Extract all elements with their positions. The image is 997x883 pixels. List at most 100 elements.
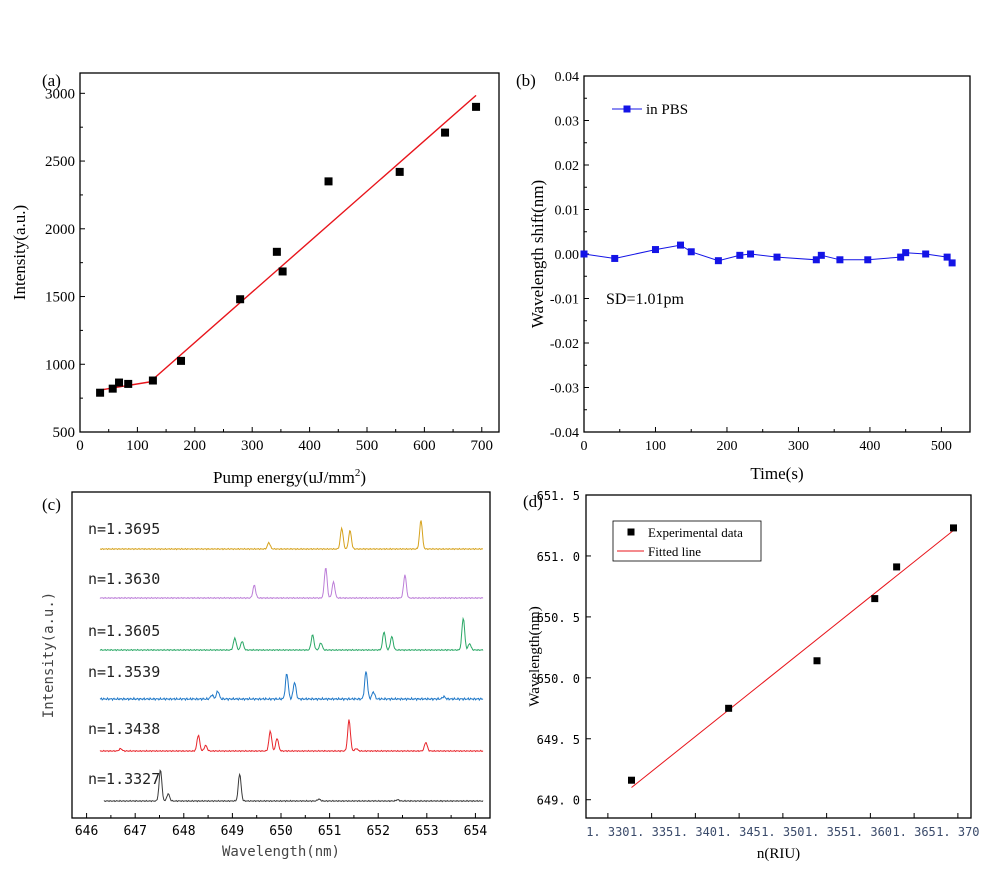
panel-a-data-point <box>115 378 124 387</box>
panel-b-ytick-label: -0.04 <box>550 426 579 441</box>
panel-b-data-point <box>611 254 619 262</box>
panel-c-series-label: n=1.3605 <box>88 622 160 640</box>
panel-b-data-point <box>651 246 659 254</box>
panel-c-ylabel: Intensity(a.u.) <box>41 592 57 718</box>
panel-d-ytick-label: 651. 5 <box>537 489 580 503</box>
panel-d-xtick-label: 1. 340 <box>674 825 717 839</box>
panel-b-annotation: SD=1.01pm <box>606 291 684 308</box>
panel-a-data-point <box>148 376 157 385</box>
panel-a-data-point <box>395 167 404 176</box>
panel-d-ytick-label: 651. 0 <box>537 550 580 564</box>
panel-a-xlabel: Pump energy(uJ/mm2) <box>213 467 366 487</box>
panel-d-xtick-label: 1. 330 <box>586 825 629 839</box>
panel-c-spectrum-5 <box>99 719 484 753</box>
panel-d-xtick-label: 1. 350 <box>761 825 804 839</box>
panel-d-ytick-label: 650. 0 <box>537 672 580 686</box>
panel-c-xtick-label: 651 <box>318 824 341 839</box>
panel-b-data-point <box>943 253 951 261</box>
panel-a-data-point <box>177 356 186 365</box>
panel-c-xtick-label: 646 <box>75 824 98 839</box>
panel-b-data-point <box>580 250 588 258</box>
panel-d-ytick-label: 650. 5 <box>537 611 580 625</box>
panel-b-xlabel: Time(s) <box>750 464 803 483</box>
panel-c-xtick-label: 653 <box>415 824 438 839</box>
panel-b-data-point <box>677 241 684 249</box>
panel-c-series-label: n=1.3539 <box>88 663 160 681</box>
panel-d-legend-box <box>612 520 762 562</box>
panel-a-xtick-label: 600 <box>413 438 436 454</box>
panel-b-ytick-label: -0.02 <box>550 337 579 352</box>
panel-d-xtick-label: 1. 370 <box>936 825 979 839</box>
panel-c-xtick-label: 647 <box>123 824 146 839</box>
panel-a-data-point <box>96 388 105 397</box>
panel-c-spectrum-4 <box>99 671 484 702</box>
panel-c-spectrum-1 <box>99 520 483 551</box>
panel-b-ytick-label: 0.04 <box>555 70 580 85</box>
panel-a-ylabel: Intensity(a.u.) <box>10 205 29 300</box>
panel-c-series-label: n=1.3327 <box>88 770 160 788</box>
panel-c-spectrum-2 <box>99 568 484 600</box>
panel-b-ytick-label: 0.03 <box>555 115 580 130</box>
panel-a-xtick-label: 100 <box>126 438 149 454</box>
panel-b-xtick-label: 300 <box>788 439 809 454</box>
panel-a-data-point <box>236 295 245 304</box>
panel-a-ytick-label: 1000 <box>45 357 75 373</box>
panel-b-xtick-label: 400 <box>859 439 880 454</box>
panel-b-data-point <box>773 253 781 261</box>
panel-c-xtick-label: 652 <box>366 824 389 839</box>
panel-b-data-point <box>812 256 820 264</box>
panel-a-ytick-label: 2500 <box>45 154 75 170</box>
panel-b-series-line <box>583 244 953 264</box>
panel-d-data-point <box>893 563 901 571</box>
panel-d-legend-label-data: Experimental data <box>648 525 743 540</box>
panel-b-data-point <box>922 250 930 258</box>
panel-a-xtick-label: 300 <box>241 438 264 454</box>
panel-c-xlabel: Wavelength(nm) <box>222 844 340 860</box>
panel-b-xtick-label: 500 <box>931 439 952 454</box>
panel-a-xlabel-sup: 2 <box>355 467 361 479</box>
panel-b-ylabel: Wavelength shift(nm) <box>528 180 547 328</box>
panel-a-data-point <box>472 102 481 111</box>
panel-a-xtick-label: 400 <box>298 438 321 454</box>
panel-b-ytick-label: 0.00 <box>555 248 580 263</box>
panel-b-ytick-label: 0.01 <box>555 204 580 219</box>
panel-b-data-point <box>836 256 844 264</box>
panel-b-data-point <box>948 259 956 267</box>
panel-d-legend-marker <box>627 528 635 536</box>
panel-d-label: (d) <box>523 492 543 511</box>
panel-b-xtick-label: 200 <box>716 439 737 454</box>
panel-d-legend-label-fit: Fitted line <box>648 544 701 559</box>
panel-c-xtick-label: 650 <box>269 824 292 839</box>
panel-a-fit-line <box>149 94 477 383</box>
panel-a-data-point <box>124 379 133 388</box>
panel-d-fit-line <box>631 529 954 788</box>
panel-a-xtick-label: 700 <box>471 438 494 454</box>
panel-b-xtick-label: 100 <box>645 439 666 454</box>
panel-d-xlabel: n(RIU) <box>757 846 800 862</box>
panel-b-data-point <box>714 257 722 265</box>
panel-a-xtick-label: 500 <box>356 438 379 454</box>
panel-a-data-point <box>278 267 287 276</box>
panel-b-ytick-label: 0.02 <box>555 159 580 174</box>
panel-d-data-point <box>628 776 635 784</box>
panel-d-ytick-label: 649. 5 <box>537 733 580 747</box>
panel-d-data-point <box>950 524 957 532</box>
panel-a-data-point <box>108 384 117 393</box>
panel-d-data-point <box>871 595 879 603</box>
panel-c-label: (c) <box>42 495 61 514</box>
panel-a-xtick-label: 200 <box>184 438 207 454</box>
panel-a-ytick-label: 3000 <box>45 86 75 102</box>
panel-b-label: (b) <box>516 71 536 90</box>
panel-c-xtick-label: 648 <box>172 824 195 839</box>
panel-a-data-point <box>324 177 333 186</box>
panel-d-data-point <box>725 704 733 712</box>
panel-d-xtick-label: 1. 355 <box>805 825 848 839</box>
panel-d-xtick-label: 1. 360 <box>849 825 892 839</box>
panel-d-ylabel: Wavelength(nm) <box>527 606 543 706</box>
panel-b-data-point <box>897 253 905 261</box>
panel-a-ytick-label: 1500 <box>45 290 75 306</box>
panel-b-data-point <box>736 251 744 259</box>
panel-a-data-point <box>272 247 281 256</box>
panel-a-xtick-label: 0 <box>76 438 84 454</box>
